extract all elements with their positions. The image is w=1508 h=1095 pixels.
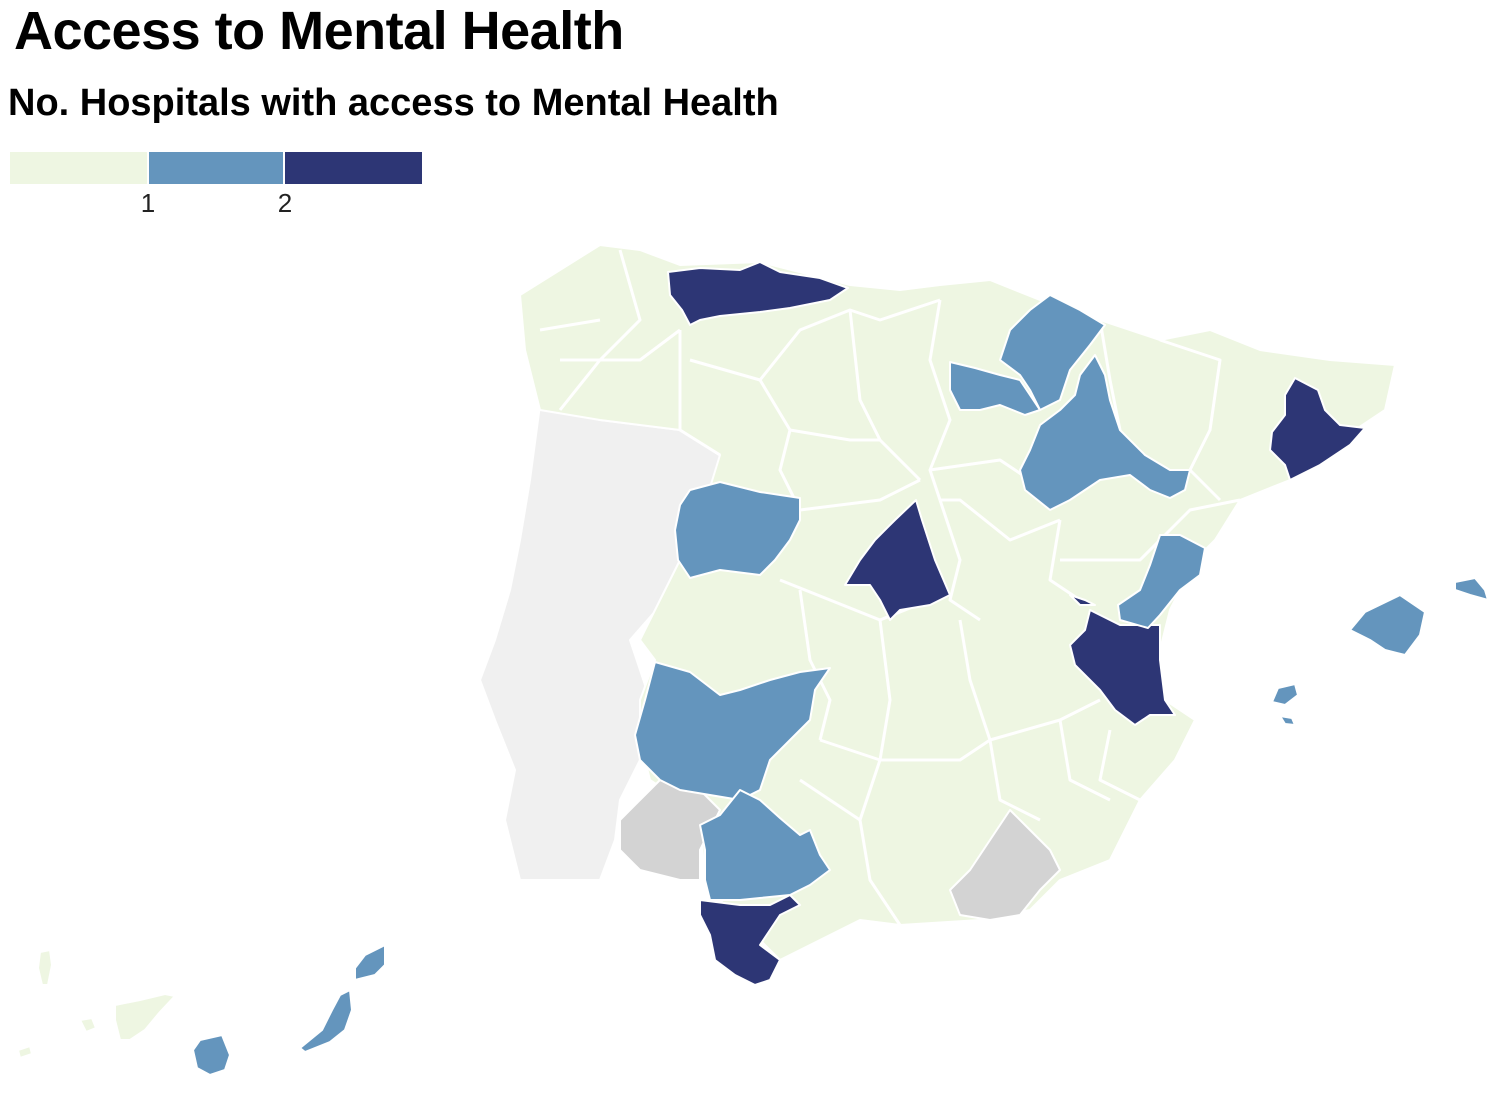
map-subtitle: No. Hospitals with access to Mental Heal… (8, 82, 779, 124)
region-la-rioja (949, 361, 1041, 416)
region-la-palma (37, 949, 53, 986)
region-valencia (1069, 609, 1176, 726)
region-asturias (667, 261, 849, 326)
region-el-hierro (17, 1045, 33, 1059)
region-valencia-enclave (1069, 594, 1096, 606)
region-almeria (949, 809, 1061, 921)
region-madrid (844, 499, 951, 621)
region-badajoz (634, 661, 831, 801)
region-castellon (1117, 534, 1206, 629)
legend-tick-1: 1 (140, 188, 156, 218)
legend-tick-2: 2 (277, 188, 293, 218)
region-tenerife (114, 993, 176, 1041)
region-ibiza (1271, 683, 1299, 706)
legend-bin-2 (285, 152, 422, 184)
region-fuerteventura (299, 989, 353, 1053)
region-lanzarote (354, 944, 386, 981)
legend-bin-1 (149, 152, 283, 184)
color-legend: 1 2 (10, 152, 422, 222)
region-menorca (1454, 577, 1489, 601)
region-barcelona (1269, 377, 1366, 481)
region-zaragoza (1019, 354, 1191, 511)
region-mallorca (1349, 594, 1426, 656)
region-la-gomera (79, 1017, 97, 1033)
legend-bin-0 (10, 152, 147, 184)
region-sevilla (699, 789, 831, 901)
region-salamanca (674, 481, 801, 579)
region-gran-canaria (192, 1034, 231, 1076)
region-formentera (1279, 715, 1296, 726)
map-title: Access to Mental Health (14, 1, 624, 61)
region-cadiz (699, 894, 801, 986)
